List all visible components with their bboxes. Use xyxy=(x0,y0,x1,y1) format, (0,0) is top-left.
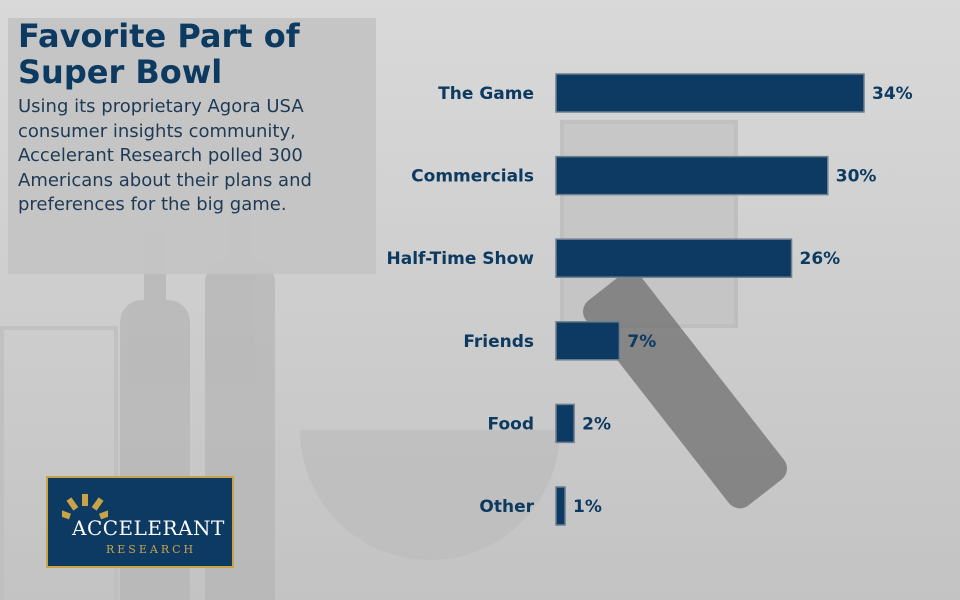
data-label: 34% xyxy=(872,84,913,104)
accelerant-logo: ACCELERANT RESEARCH xyxy=(46,476,234,568)
category-label: The Game xyxy=(438,84,534,104)
bar xyxy=(555,403,575,444)
category-label: Friends xyxy=(463,332,534,352)
data-label: 2% xyxy=(582,414,611,434)
bar xyxy=(555,155,829,196)
category-label: Commercials xyxy=(411,167,534,187)
data-label: 1% xyxy=(573,497,602,517)
logo-subtitle: RESEARCH xyxy=(106,543,197,556)
data-label: 26% xyxy=(800,249,841,269)
bar xyxy=(555,73,865,113)
category-label: Food xyxy=(488,414,534,434)
bar xyxy=(555,238,793,278)
page-title: Favorite Part of Super Bowl xyxy=(18,17,300,91)
bar xyxy=(555,486,566,526)
logo-name: ACCELERANT xyxy=(72,516,225,540)
category-label: Half-Time Show xyxy=(387,249,535,269)
data-label: 7% xyxy=(627,332,656,352)
description-text: Using its proprietary Agora USA consumer… xyxy=(18,96,312,215)
sunburst-icon xyxy=(62,494,108,520)
category-label: Other xyxy=(479,497,534,517)
bar xyxy=(555,321,621,361)
data-label: 30% xyxy=(836,167,877,187)
info-panel xyxy=(8,18,376,274)
